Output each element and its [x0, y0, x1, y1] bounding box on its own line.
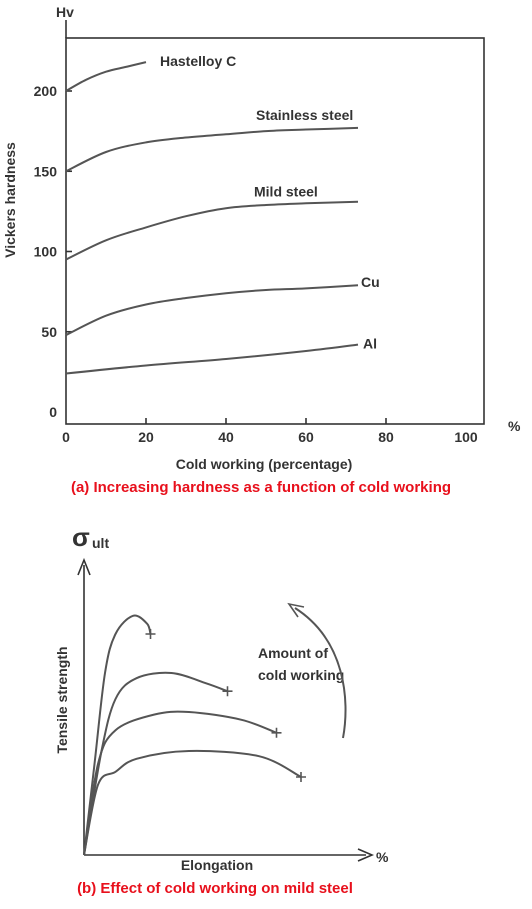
x-tick-label: 0 [62, 429, 70, 445]
stress-strain-curve [83, 749, 302, 856]
y-tick-label: 50 [41, 324, 57, 340]
series-line [65, 126, 359, 173]
stress-strain-curve [83, 671, 228, 856]
y-unit-label: Hv [56, 4, 74, 20]
fracture-point-marker [296, 772, 306, 782]
annotation-arrowhead [287, 602, 305, 618]
hardness-chart: Hv % Vickers hardness Cold working (perc… [2, 4, 521, 496]
annotation-arrow [294, 607, 347, 739]
fracture-point-marker [271, 727, 282, 738]
x-unit-label-b: % [376, 849, 389, 865]
annotation-line-1: Amount of [258, 645, 328, 661]
series-label: Al [363, 336, 377, 352]
fracture-point-marker [145, 629, 156, 639]
x-tick-label: 100 [454, 429, 478, 445]
series-line [65, 61, 147, 92]
x-axis-arrowhead [357, 848, 375, 862]
series-label: Cu [361, 274, 380, 290]
x-tick-label: 80 [378, 429, 394, 445]
series-label: Mild steel [254, 184, 318, 200]
sigma-symbol: σ [72, 522, 90, 552]
plot-frame [65, 37, 485, 425]
y-axis-arrowhead [77, 557, 91, 576]
series-line [65, 284, 359, 336]
series-label: Stainless steel [256, 107, 353, 123]
caption-b: (b) Effect of cold working on mild steel [77, 880, 353, 897]
series-label: Hastelloy C [160, 53, 236, 69]
y-axis-title: Vickers hardness [2, 142, 18, 258]
series-line [65, 343, 359, 375]
sigma-subscript: ult [92, 535, 109, 551]
caption-a: (a) Increasing hardness as a function of… [71, 479, 451, 496]
y-tick-label: 150 [34, 163, 58, 179]
x-axis-title-b: Elongation [181, 857, 253, 873]
x-axis-title: Cold working (percentage) [176, 456, 353, 472]
stress-strain-curve [83, 614, 152, 856]
series-line [65, 200, 359, 261]
y-tick-label: 200 [34, 83, 58, 99]
annotation-line-2: cold working [258, 667, 344, 683]
y-axis-title-b: Tensile strength [54, 646, 70, 753]
x-tick-label: 60 [298, 429, 314, 445]
fracture-point-marker [222, 686, 233, 697]
x-tick-label: 20 [138, 429, 154, 445]
x-unit-label: % [508, 418, 521, 434]
y-tick-label: 100 [34, 244, 58, 260]
y-tick-label: 0 [49, 404, 57, 420]
stress-strain-curve [83, 710, 277, 856]
x-tick-label: 40 [218, 429, 234, 445]
tensile-chart: σ ult % Tensile strength Elongation (b) … [54, 522, 389, 897]
